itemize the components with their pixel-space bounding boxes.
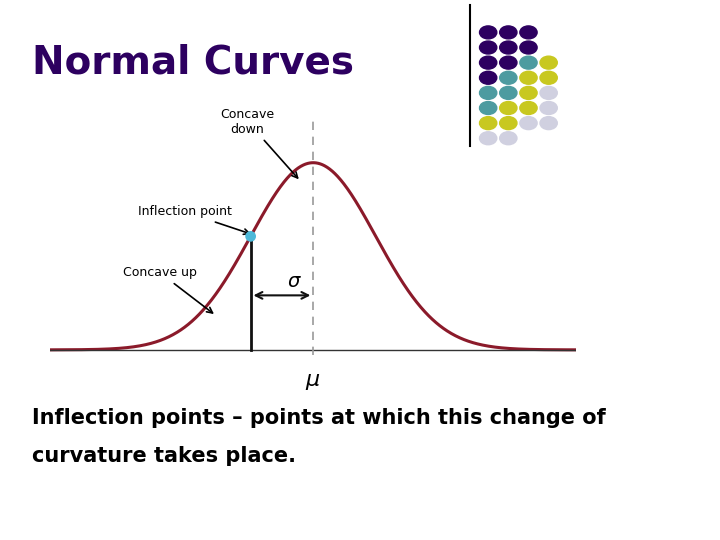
Text: Concave up: Concave up	[123, 266, 212, 313]
Text: Inflection point: Inflection point	[138, 205, 249, 234]
Text: $\sigma$: $\sigma$	[287, 272, 302, 291]
Text: Concave
down: Concave down	[220, 107, 297, 178]
Text: curvature takes place.: curvature takes place.	[32, 446, 297, 465]
Point	[245, 232, 256, 241]
Text: $\mu$: $\mu$	[305, 373, 321, 393]
Text: Normal Curves: Normal Curves	[32, 43, 354, 81]
Text: Inflection points – points at which this change of: Inflection points – points at which this…	[32, 408, 606, 428]
